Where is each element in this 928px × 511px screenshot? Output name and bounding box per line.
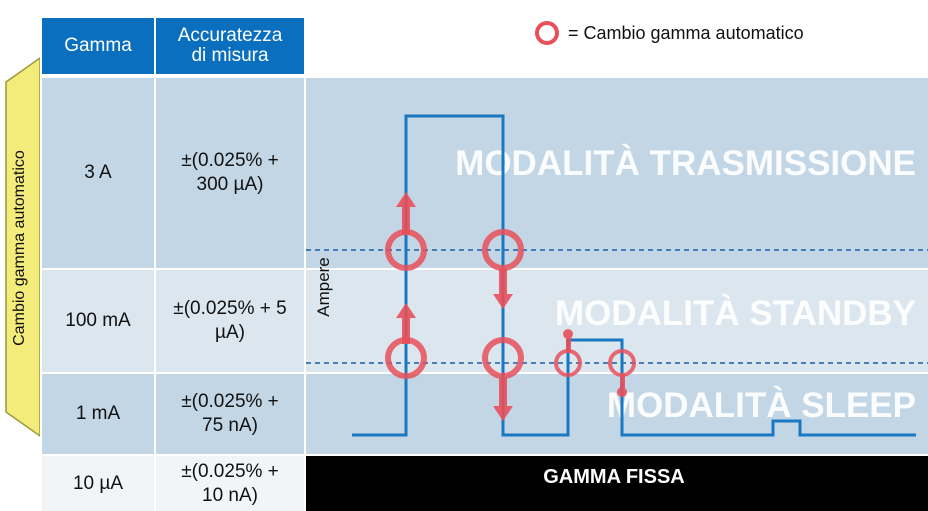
red-circle-icon xyxy=(535,21,559,45)
row-3a-accuracy: ±(0.025% + 300 µA) xyxy=(156,78,304,268)
graph-band-sleep xyxy=(306,374,928,454)
row-1ma-accuracy: ±(0.025% + 75 nA) xyxy=(156,374,304,454)
arrow-up-2 xyxy=(396,303,416,344)
arrow-up-small xyxy=(563,329,573,352)
fixed-range-label: GAMMA FISSA xyxy=(543,466,685,488)
accuracy-1ma: ±(0.025% + 75 nA) xyxy=(181,391,279,436)
row-3a-range: 3 A xyxy=(42,78,154,268)
header-range: Gamma xyxy=(42,18,154,74)
row-10ua-accuracy: ±(0.025% + 10 nA) xyxy=(156,456,304,511)
header-range-label: Gamma xyxy=(64,35,132,56)
legend-label: = Cambio gamma automatico xyxy=(568,23,804,43)
graph-band-transmission xyxy=(306,78,928,268)
row-100ma-accuracy: ±(0.025% + 5 µA) xyxy=(156,270,304,372)
accuracy-3a: ±(0.025% + 300 µA) xyxy=(181,150,279,195)
accuracy-10ua: ±(0.025% + 10 nA) xyxy=(181,460,279,506)
row-10ua-range: 10 µA xyxy=(42,456,154,511)
current-waveform xyxy=(352,114,916,437)
range-100ma: 100 mA xyxy=(65,310,131,331)
row-100ma-range: 100 mA xyxy=(42,270,154,372)
side-label: Cambio gamma automatico xyxy=(11,150,28,346)
header-accuracy: Accuratezza di misura xyxy=(156,18,304,74)
side-label-wrap: Cambio gamma automatico xyxy=(10,64,30,432)
range-3a: 3 A xyxy=(84,162,112,183)
arrow-down-1 xyxy=(493,268,513,309)
auto-range-badge xyxy=(5,57,40,437)
fixed-range-bar: GAMMA FISSA xyxy=(306,456,928,511)
marker-transition-4 xyxy=(482,337,524,379)
signal-diagram xyxy=(306,114,928,437)
mode-transmission: MODALITÀ TRASMISSIONE xyxy=(455,144,916,183)
legend: = Cambio gamma automatico xyxy=(530,18,890,48)
arrow-up-1 xyxy=(396,192,416,235)
accuracy-100ma: ±(0.025% + 5 µA) xyxy=(173,298,287,343)
header-accuracy-label: Accuratezza di misura xyxy=(177,25,283,66)
mode-sleep: MODALITÀ SLEEP xyxy=(606,386,916,425)
row-1ma-range: 1 mA xyxy=(42,374,154,454)
range-1ma: 1 mA xyxy=(75,403,121,424)
arrow-down-2 xyxy=(493,378,513,421)
arrow-down-small xyxy=(617,374,627,397)
mode-standby: MODALITÀ STANDBY xyxy=(555,294,916,333)
range-10ua: 10 µA xyxy=(72,472,124,494)
